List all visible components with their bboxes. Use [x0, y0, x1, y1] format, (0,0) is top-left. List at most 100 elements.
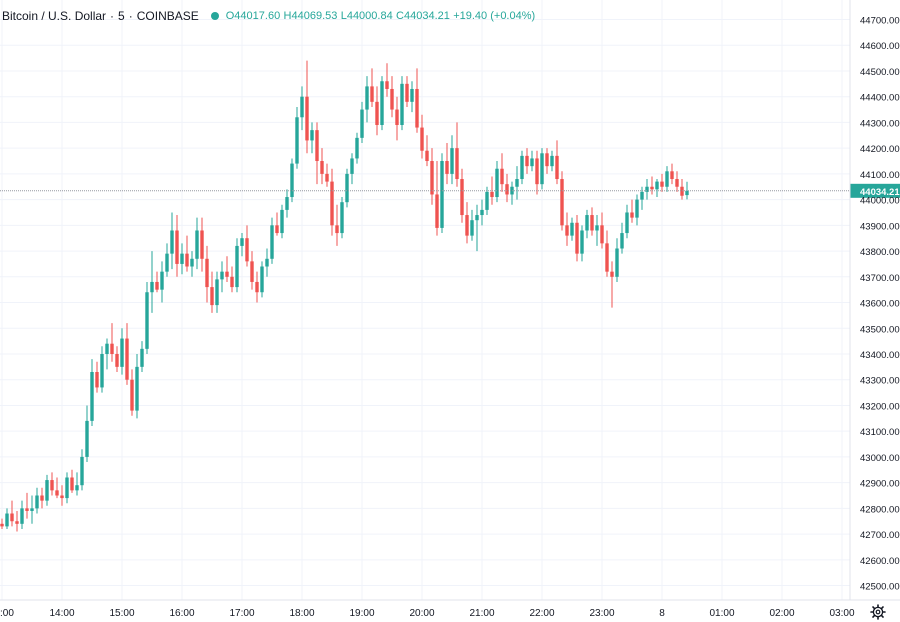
- candle-body: [320, 161, 324, 174]
- candle-body: [615, 248, 619, 277]
- candle-body: [590, 215, 594, 231]
- y-tick-label: 42700.00: [860, 530, 900, 541]
- candle-body: [305, 96, 309, 141]
- y-tick-label: 43200.00: [860, 401, 900, 412]
- gear-icon: [870, 604, 886, 620]
- y-tick-label: 43100.00: [860, 427, 900, 438]
- candle-body: [565, 225, 569, 236]
- candle-body: [65, 477, 69, 499]
- y-tick-label: 42600.00: [860, 556, 900, 567]
- candle-body: [120, 338, 124, 367]
- candle-body: [655, 181, 659, 190]
- candle-body: [300, 96, 304, 118]
- candle-body: [465, 215, 469, 236]
- ohlc-close: C44034.21: [396, 10, 450, 22]
- candle-body: [0, 523, 4, 527]
- y-tick-label: 43000.00: [860, 453, 900, 464]
- x-tick-label: 8: [659, 608, 665, 619]
- candle-body: [610, 271, 614, 277]
- candle-body: [105, 343, 109, 354]
- candle-body: [140, 348, 144, 367]
- symbol-title[interactable]: Bitcoin / U.S. Dollar: [2, 9, 107, 23]
- candle-body: [310, 130, 314, 141]
- candle-body: [430, 161, 434, 195]
- candle-body: [445, 161, 449, 174]
- candle-body: [85, 420, 89, 457]
- candle-body: [245, 238, 249, 262]
- candle-body: [405, 83, 409, 102]
- candle-body: [115, 353, 119, 367]
- candle-body: [255, 281, 259, 293]
- candle-body: [475, 215, 479, 221]
- candles: [0, 60, 689, 532]
- settings-button[interactable]: [868, 602, 888, 622]
- candle-body: [80, 456, 84, 486]
- candle-body: [125, 338, 129, 380]
- candle-body: [455, 148, 459, 180]
- candle-body: [5, 513, 9, 527]
- candle-body: [215, 279, 219, 306]
- candle-body: [350, 158, 354, 174]
- candle-body: [150, 281, 154, 293]
- x-tick-label: 01:00: [709, 608, 734, 619]
- candle-body: [540, 153, 544, 185]
- candle-body: [325, 173, 329, 182]
- chart-legend: Bitcoin / U.S. Dollar · 5 · COINBASE O44…: [0, 0, 850, 32]
- x-tick-label: 22:00: [529, 608, 554, 619]
- y-tick-label: 42800.00: [860, 504, 900, 515]
- candle-body: [360, 109, 364, 138]
- candle-body: [660, 181, 664, 187]
- y-tick-label: 44000.00: [860, 196, 900, 207]
- candle-body: [370, 86, 374, 102]
- candle-body: [75, 485, 79, 491]
- x-tick-label: 23:00: [589, 608, 614, 619]
- candle-body: [175, 230, 179, 264]
- candle-body: [55, 490, 59, 496]
- candle-body: [250, 261, 254, 282]
- interval-label[interactable]: 5: [118, 9, 125, 23]
- x-tick-label: 19:00: [349, 608, 374, 619]
- candle-body: [410, 88, 414, 102]
- candle-body: [35, 495, 39, 509]
- x-tick-label: :00: [0, 608, 14, 619]
- candle-body: [460, 179, 464, 216]
- candle-body: [180, 253, 184, 264]
- candle-body: [560, 179, 564, 226]
- status-dot-icon: [210, 12, 219, 20]
- grid: [0, 0, 850, 600]
- candle-body: [605, 243, 609, 272]
- candle-body: [135, 366, 139, 411]
- candle-body: [400, 83, 404, 125]
- candle-body: [240, 238, 244, 246]
- y-tick-label: 43900.00: [860, 221, 900, 232]
- candle-body: [365, 86, 369, 110]
- candle-body: [185, 253, 189, 267]
- y-tick-label: 44700.00: [860, 16, 900, 27]
- candle-body: [190, 258, 194, 267]
- candle-body: [420, 127, 424, 151]
- candle-body: [50, 480, 54, 491]
- last-price-badge: [850, 183, 900, 198]
- ohlc-low: L44000.84: [340, 10, 393, 22]
- last-price-line: 44034.21: [0, 183, 900, 198]
- candle-body: [295, 117, 299, 164]
- candle-body: [15, 521, 19, 524]
- candle-body: [335, 225, 339, 234]
- ohlc-change: +19.40 (+0.04%): [453, 10, 536, 22]
- candle-body: [585, 215, 589, 231]
- candle-body: [195, 230, 199, 259]
- candle-body: [435, 194, 439, 228]
- exchange-label[interactable]: COINBASE: [136, 9, 199, 23]
- candle-body: [280, 209, 284, 234]
- candle-body: [265, 258, 269, 267]
- ohlc-open: O44017.60: [225, 10, 281, 22]
- candle-body: [550, 155, 554, 167]
- candle-body: [385, 81, 389, 89]
- candle-body: [635, 199, 639, 218]
- candle-body: [630, 212, 634, 218]
- candle-body: [145, 292, 149, 349]
- candle-body: [260, 266, 264, 293]
- candle-body: [440, 161, 444, 228]
